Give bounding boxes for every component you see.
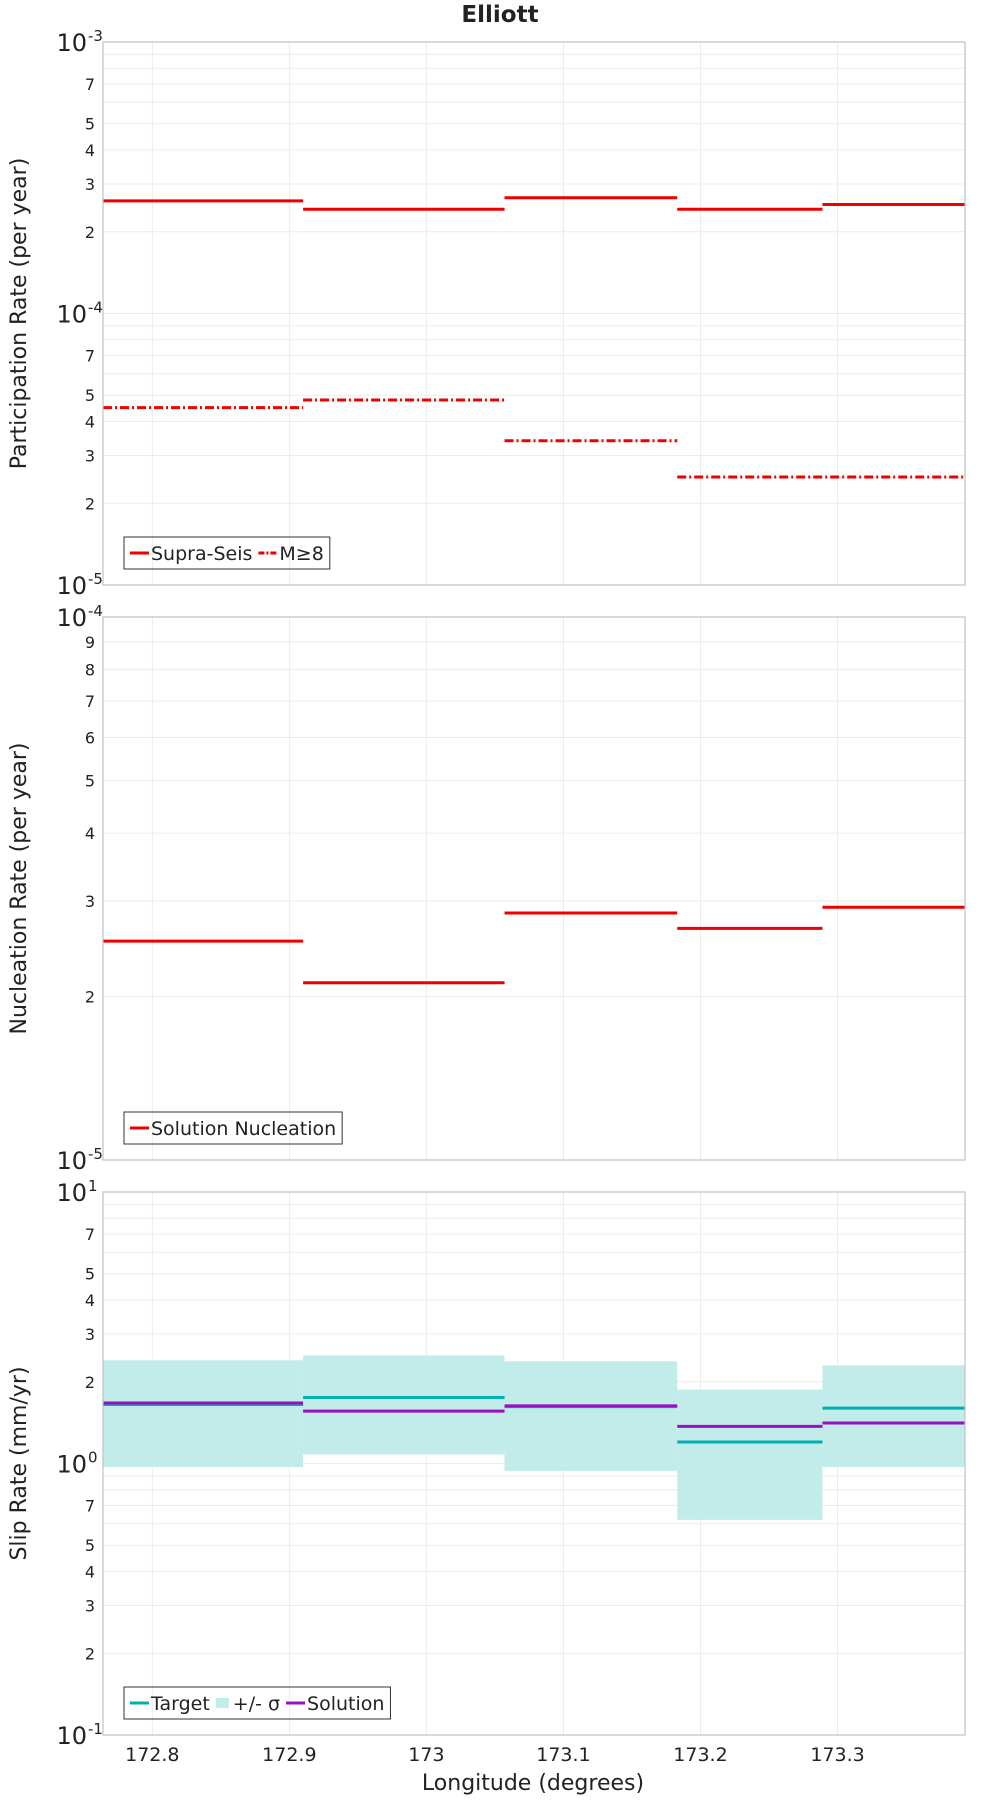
band-segment xyxy=(303,1355,505,1455)
y-tick-exponent: -1 xyxy=(88,1720,103,1738)
y-tick-label: 5 xyxy=(85,115,95,134)
x-tick-label: 173.2 xyxy=(673,1744,727,1766)
x-tick-label: 173 xyxy=(408,1744,444,1766)
y-tick-exponent: -4 xyxy=(88,602,103,620)
y-tick-label: 9 xyxy=(85,633,95,652)
plot-frame xyxy=(102,1191,966,1736)
y-tick-label: 2 xyxy=(85,1373,95,1392)
y-tick-label: 5 xyxy=(85,1536,95,1555)
plot-frame xyxy=(102,41,966,586)
legend: Solution Nucleation xyxy=(123,1111,343,1145)
band-segment xyxy=(822,1365,965,1468)
y-tick-label: 2 xyxy=(85,223,95,242)
y-tick-label: 2 xyxy=(85,1644,95,1663)
legend-box xyxy=(123,1111,343,1145)
y-axis-label: Participation Rate (per year) xyxy=(7,158,32,470)
y-tick-label: 3 xyxy=(85,446,95,465)
y-tick-label: 5 xyxy=(85,1265,95,1284)
legend-label: M≥8 xyxy=(279,543,323,565)
y-tick-label: 7 xyxy=(85,1225,95,1244)
y-tick-label: 4 xyxy=(85,1563,95,1582)
y-tick-label: 4 xyxy=(85,141,95,160)
legend-label: +/- σ xyxy=(233,1693,280,1715)
legend-label: Solution Nucleation xyxy=(151,1118,336,1140)
x-tick-label: 172.9 xyxy=(262,1744,316,1766)
legend-box xyxy=(123,536,331,570)
y-tick-label: 3 xyxy=(85,1596,95,1615)
y-tick-label: 3 xyxy=(85,1325,95,1344)
y-tick-label: 8 xyxy=(85,661,95,680)
legend: Target +/- σ Solution xyxy=(123,1686,391,1720)
plot-frame xyxy=(102,616,966,1161)
y-tick-label: 4 xyxy=(85,1291,95,1310)
y-tick-label: 4 xyxy=(85,413,95,432)
y-axis-label: Slip Rate (mm/yr) xyxy=(7,1366,32,1560)
legend-label: Target xyxy=(150,1693,210,1715)
chart-title: Elliott xyxy=(461,2,538,28)
legend-swatch xyxy=(215,1698,229,1708)
y-tick-exponent: 0 xyxy=(88,1449,98,1467)
y-tick-label: 7 xyxy=(85,347,95,366)
y-tick-label: 7 xyxy=(85,692,95,711)
y-tick-label: 6 xyxy=(85,728,95,747)
y-tick-label: 4 xyxy=(85,824,95,843)
y-tick-label: 10 xyxy=(56,604,87,632)
y-tick-label: 2 xyxy=(85,494,95,513)
y-tick-label: 3 xyxy=(85,175,95,194)
y-axis-label: Nucleation Rate (per year) xyxy=(7,743,32,1035)
y-tick-exponent: -5 xyxy=(88,570,103,588)
y-tick-label: 7 xyxy=(85,1497,95,1516)
x-axis-label: Longitude (degrees) xyxy=(422,1771,644,1796)
band-segment xyxy=(677,1389,823,1520)
y-tick-label: 2 xyxy=(85,988,95,1007)
y-tick-exponent: -3 xyxy=(88,27,103,45)
y-tick-label: 5 xyxy=(85,386,95,405)
legend: Supra-Seis M≥8 xyxy=(123,536,331,570)
y-tick-label: 10 xyxy=(56,1147,87,1175)
y-tick-label: 10 xyxy=(56,1451,87,1479)
y-tick-label: 10 xyxy=(56,1179,87,1207)
y-tick-label: 10 xyxy=(56,29,87,57)
y-tick-label: 10 xyxy=(56,301,87,329)
x-tick-label: 173.1 xyxy=(536,1744,590,1766)
band-segment xyxy=(103,1360,304,1468)
plot-area xyxy=(103,617,965,1160)
legend-label: Solution xyxy=(307,1693,384,1715)
y-tick-label: 3 xyxy=(85,892,95,911)
y-tick-label: 10 xyxy=(56,572,87,600)
legend-label: Supra-Seis xyxy=(151,543,252,565)
y-tick-exponent: -5 xyxy=(88,1145,103,1163)
y-tick-label: 10 xyxy=(56,1722,87,1750)
y-tick-exponent: 1 xyxy=(88,1177,98,1195)
legend-box xyxy=(123,1686,391,1720)
x-tick-label: 172.8 xyxy=(125,1744,179,1766)
y-tick-label: 7 xyxy=(85,75,95,94)
y-tick-exponent: -4 xyxy=(88,299,103,317)
y-tick-label: 5 xyxy=(85,771,95,790)
x-tick-label: 173.3 xyxy=(810,1744,864,1766)
band-segment xyxy=(504,1361,678,1471)
